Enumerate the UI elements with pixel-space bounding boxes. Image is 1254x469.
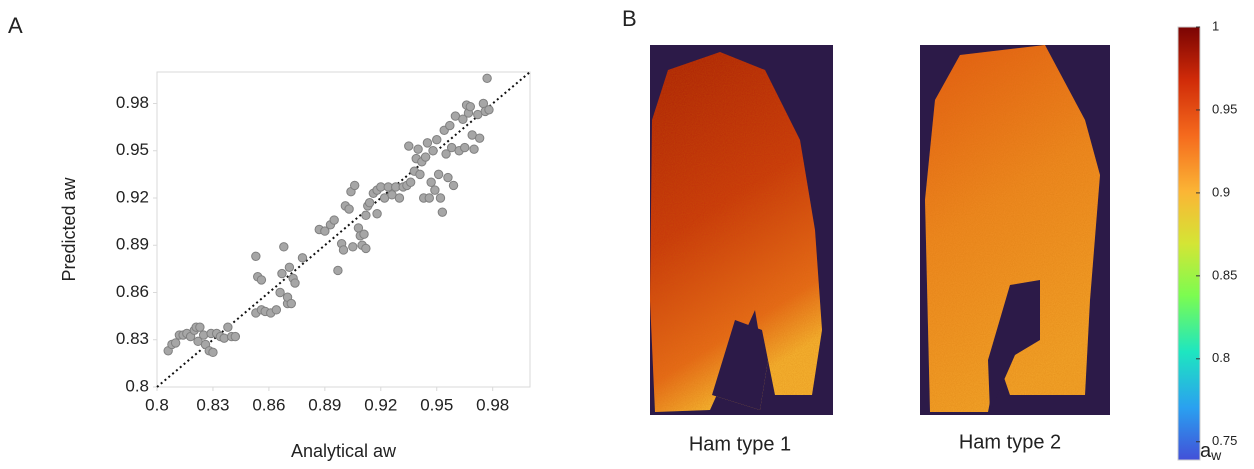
data-point <box>427 178 435 186</box>
image-caption: Ham type 1 <box>689 433 791 455</box>
data-point <box>446 121 454 129</box>
x-tick-label: 0.86 <box>252 395 285 414</box>
image-caption: Ham type 2 <box>959 431 1061 453</box>
data-point <box>483 74 491 82</box>
data-point <box>425 194 433 202</box>
colorbar-label-sub: w <box>1210 447 1222 463</box>
panel-label: A <box>8 13 23 38</box>
data-point <box>433 136 441 144</box>
colorbar <box>1178 27 1200 460</box>
data-point <box>485 106 493 114</box>
data-point <box>406 178 414 186</box>
x-tick-label: 0.89 <box>308 395 341 414</box>
data-point <box>365 199 373 207</box>
data-point <box>276 288 284 296</box>
data-point <box>257 276 265 284</box>
x-tick-label: 0.95 <box>420 395 453 414</box>
data-point <box>196 323 204 331</box>
colorbar-tick-label: 0.9 <box>1212 184 1230 199</box>
data-point <box>287 299 295 307</box>
data-point <box>395 194 403 202</box>
data-point <box>475 134 483 142</box>
data-point <box>231 332 239 340</box>
y-axis-label: Predicted aw <box>59 176 79 281</box>
data-point <box>330 216 338 224</box>
data-point <box>414 145 422 153</box>
data-point <box>199 331 207 339</box>
x-tick-label: 0.98 <box>476 395 509 414</box>
data-point <box>434 170 442 178</box>
data-point <box>209 348 217 356</box>
data-point <box>298 254 306 262</box>
panel-label: B <box>622 6 637 31</box>
ham-image-1 <box>650 45 833 415</box>
data-point <box>449 181 457 189</box>
colorbar-tick-label: 0.85 <box>1212 267 1237 282</box>
data-point <box>285 263 293 271</box>
data-point <box>362 244 370 252</box>
data-point <box>278 269 286 277</box>
x-axis-label: Analytical aw <box>291 441 397 461</box>
data-point <box>466 102 474 110</box>
colorbar-tick-label: 0.95 <box>1212 101 1237 116</box>
data-point <box>171 339 179 347</box>
data-point <box>272 306 280 314</box>
data-point <box>405 142 413 150</box>
y-tick-label: 0.83 <box>116 329 149 348</box>
colorbar-tick-label: 1 <box>1212 18 1219 33</box>
data-point <box>373 210 381 218</box>
y-tick-label: 0.98 <box>116 93 149 112</box>
data-point <box>444 173 452 181</box>
data-point <box>461 143 469 151</box>
data-point <box>421 153 429 161</box>
y-tick-label: 0.92 <box>116 187 149 206</box>
data-point <box>280 243 288 251</box>
data-point <box>345 205 353 213</box>
y-tick-label: 0.8 <box>125 376 149 395</box>
data-point <box>423 139 431 147</box>
ham-image-2 <box>920 45 1110 415</box>
data-point <box>220 334 228 342</box>
data-point <box>291 279 299 287</box>
data-point <box>362 211 370 219</box>
data-point <box>252 252 260 260</box>
x-tick-label: 0.8 <box>145 395 169 414</box>
x-tick-label: 0.92 <box>364 395 397 414</box>
colorbar-tick-label: 0.8 <box>1212 350 1230 365</box>
data-point <box>224 323 232 331</box>
data-point <box>416 170 424 178</box>
data-point <box>470 145 478 153</box>
data-point <box>431 186 439 194</box>
identity-line <box>157 72 530 387</box>
data-point <box>334 266 342 274</box>
figure: A 0.8 0.83 0.86 0.89 0.92 0.95 0.98 0.8 0.83 0.86 0… <box>0 0 1254 464</box>
y-tick-label: 0.89 <box>116 235 149 254</box>
data-point <box>429 147 437 155</box>
data-point <box>350 181 358 189</box>
y-tick-label: 0.86 <box>116 282 149 301</box>
data-point <box>349 243 357 251</box>
data-point <box>436 194 444 202</box>
x-tick-label: 0.83 <box>196 395 229 414</box>
data-point <box>360 230 368 238</box>
data-point <box>339 246 347 254</box>
y-tick-label: 0.95 <box>116 140 149 159</box>
data-point <box>438 208 446 216</box>
